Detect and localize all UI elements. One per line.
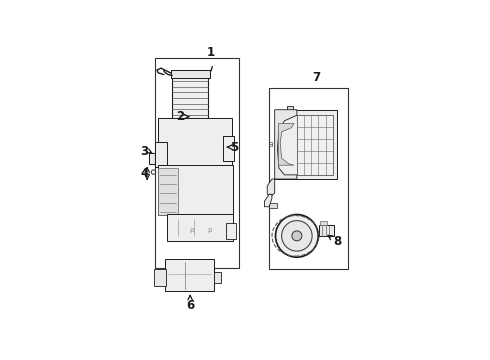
Text: ρ: ρ (207, 227, 212, 233)
Bar (158, 118, 232, 167)
Bar (269, 203, 277, 208)
Text: 5: 5 (230, 141, 239, 154)
Circle shape (282, 221, 312, 251)
Bar (214, 272, 220, 283)
Text: 8: 8 (333, 235, 341, 248)
Bar (275, 110, 337, 179)
Bar (269, 87, 348, 269)
Bar (226, 223, 236, 239)
Polygon shape (267, 179, 275, 195)
Bar (165, 260, 214, 291)
Text: 6: 6 (186, 299, 194, 312)
Text: a: a (269, 140, 273, 149)
Bar (167, 214, 233, 242)
Polygon shape (265, 194, 272, 207)
Circle shape (151, 170, 156, 174)
Bar (320, 221, 326, 225)
Text: 4: 4 (140, 167, 148, 180)
Polygon shape (167, 214, 233, 215)
Text: 2: 2 (176, 110, 185, 123)
Bar (287, 106, 293, 111)
Polygon shape (278, 123, 294, 165)
Bar (155, 141, 167, 167)
Bar (319, 225, 334, 236)
Bar (223, 136, 235, 161)
Bar (297, 115, 333, 175)
Bar (154, 269, 166, 286)
Polygon shape (275, 110, 297, 179)
Text: 7: 7 (312, 71, 320, 84)
Text: 1: 1 (207, 46, 215, 59)
Circle shape (292, 231, 302, 241)
Text: ρ: ρ (189, 227, 194, 233)
Bar (158, 165, 233, 215)
Bar (158, 168, 178, 215)
Bar (155, 58, 239, 268)
Text: 3: 3 (140, 145, 148, 158)
Bar (172, 75, 208, 121)
Bar (171, 69, 210, 78)
Circle shape (275, 215, 318, 257)
Polygon shape (148, 153, 155, 164)
